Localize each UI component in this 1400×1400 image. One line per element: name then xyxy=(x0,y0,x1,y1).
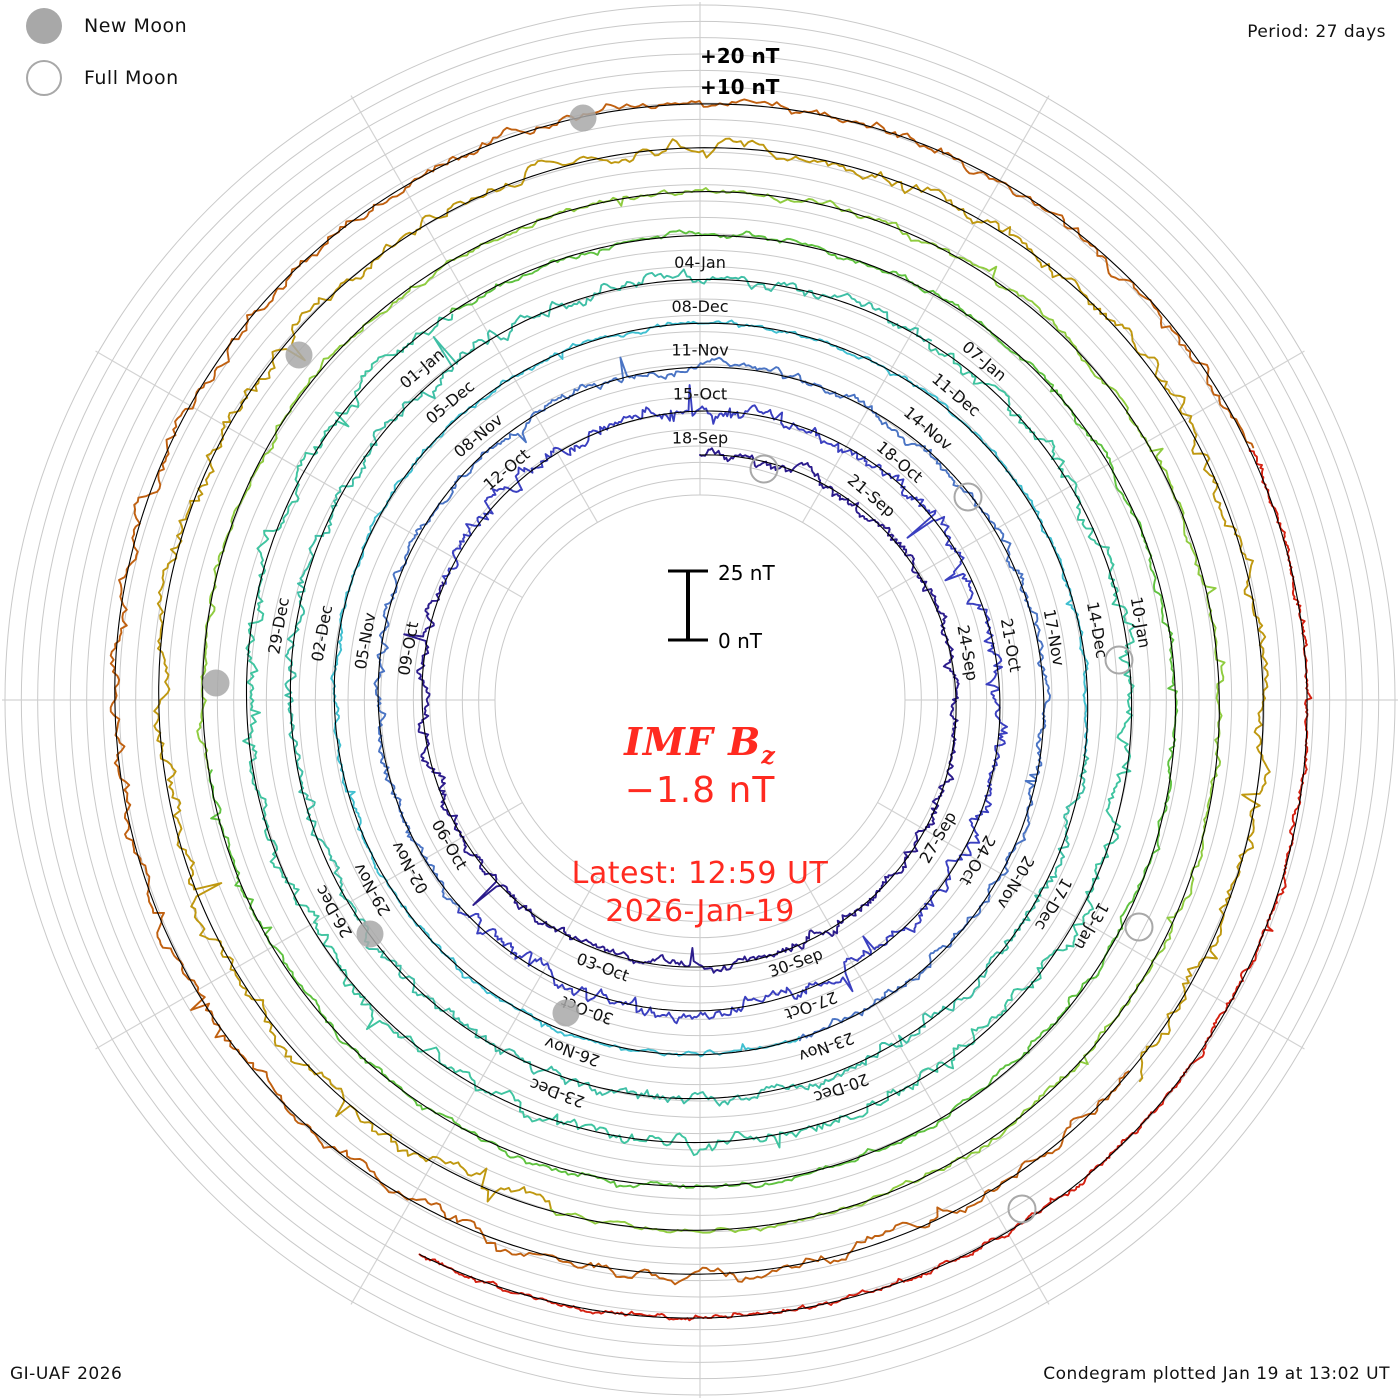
legend-label-new-moon: New Moon xyxy=(84,15,188,37)
date-label: 23-Dec xyxy=(527,1074,587,1111)
moon-marker-group xyxy=(202,104,1154,1224)
current-value: −1.8 nT xyxy=(624,769,776,811)
new-moon-marker xyxy=(285,341,313,369)
date-label: 13-Jan xyxy=(1070,899,1112,953)
track-baselines xyxy=(114,103,1308,1319)
date-label: 04-Jan xyxy=(674,253,726,272)
plot-stamp-label: Condegram plotted Jan 19 at 13:02 UT xyxy=(1043,1364,1390,1384)
latest-date: 2026-Jan-19 xyxy=(605,893,795,929)
new-moon-icon xyxy=(26,8,62,44)
new-moon-marker xyxy=(356,920,384,948)
scale-bar-top-label: 25 nT xyxy=(718,561,775,585)
ring-label-plus-10: +10 nT xyxy=(700,75,780,99)
quantity-subscript: z xyxy=(761,740,776,770)
scale-bar-bottom-label: 0 nT xyxy=(718,629,762,653)
date-label: 24-Sep xyxy=(953,623,981,682)
full-moon-marker xyxy=(1104,645,1134,675)
new-moon-marker xyxy=(569,104,597,132)
full-moon-marker xyxy=(1124,912,1154,942)
date-label: 02-Dec xyxy=(308,604,337,664)
full-moon-marker xyxy=(749,454,779,484)
credit-label: GI-UAF 2026 xyxy=(10,1364,123,1384)
date-label: 26-Nov xyxy=(542,1033,602,1070)
date-label: 08-Dec xyxy=(671,297,728,316)
date-label: 11-Nov xyxy=(671,341,728,360)
ring-label-plus-20: +20 nT xyxy=(700,44,780,68)
date-label: 03-Oct xyxy=(574,949,631,985)
date-label: 29-Dec xyxy=(264,596,293,656)
date-label: 15-Oct xyxy=(673,385,727,404)
date-label: 30-Sep xyxy=(766,944,825,981)
date-label: 18-Sep xyxy=(672,429,728,448)
legend-item-new-moon: New Moon xyxy=(26,8,187,44)
legend-item-full-moon: Full Moon xyxy=(26,60,179,96)
new-moon-marker xyxy=(552,999,580,1027)
date-label: 20-Nov xyxy=(993,853,1038,912)
scale-bar xyxy=(668,569,708,642)
full-moon-icon xyxy=(26,60,62,96)
legend-label-full-moon: Full Moon xyxy=(84,67,179,89)
latest-readout: Latest: 12:59 UT 2026-Jan-19 xyxy=(470,855,930,930)
quantity-title: IMF Bz xyxy=(470,722,930,768)
latest-time: Latest: 12:59 UT xyxy=(571,856,829,891)
full-moon-marker xyxy=(953,482,983,512)
date-label: 05-Nov xyxy=(351,611,380,671)
center-readout: IMF Bz −1.8 nT xyxy=(470,722,930,813)
quantity-name: IMF B xyxy=(624,719,762,764)
date-label: 02-Nov xyxy=(387,838,432,897)
period-label: Period: 27 days xyxy=(1247,22,1386,42)
date-label: 23-Nov xyxy=(796,1028,856,1065)
date-label: 17-Nov xyxy=(1040,608,1069,668)
new-moon-marker xyxy=(202,669,230,697)
full-moon-marker xyxy=(1007,1194,1037,1224)
date-label: 10-Jan xyxy=(1127,595,1155,649)
